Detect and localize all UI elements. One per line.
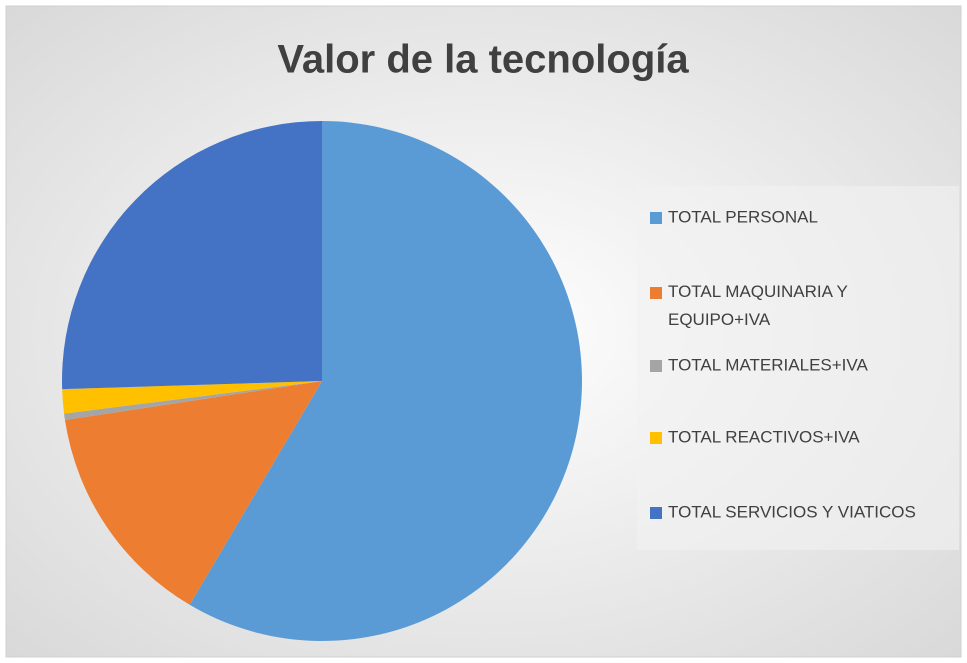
legend-label: TOTAL MATERIALES+IVA xyxy=(668,355,868,374)
chart-title: Valor de la tecnología xyxy=(277,38,689,82)
legend-label: TOTAL PERSONAL xyxy=(668,207,818,226)
pie-slice xyxy=(64,381,323,421)
pie-slice xyxy=(62,121,323,390)
legend-label: TOTAL SERVICIOS Y VIATICOS xyxy=(668,502,916,521)
pie-slice xyxy=(64,381,322,605)
legend-swatch xyxy=(650,287,662,299)
legend-swatch xyxy=(650,212,662,224)
legend-label: TOTAL REACTIVOS+IVA xyxy=(668,427,860,446)
legend-swatch xyxy=(650,360,662,372)
legend-label: TOTAL MAQUINARIA Y EQUIPO+IVA xyxy=(668,282,848,329)
legend-box xyxy=(637,186,959,550)
pie-slice xyxy=(62,381,322,414)
legend-swatch xyxy=(650,432,662,444)
legend-swatch xyxy=(650,507,662,519)
pie-slice xyxy=(189,121,583,641)
